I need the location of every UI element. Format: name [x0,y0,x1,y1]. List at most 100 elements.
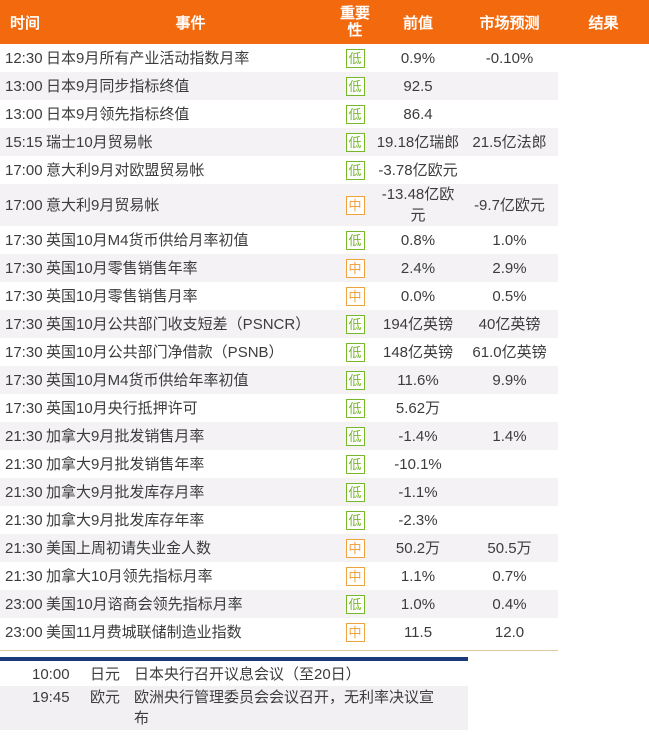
importance-badge: 低 [345,76,365,96]
table-row: 21:30 加拿大9月批发销售年率 低 -10.1% [0,450,649,478]
table-row-main: 17:00 意大利9月贸易帐 中 -13.48亿欧元 -9.7亿欧元 [0,184,558,226]
col-header-result: 结果 [588,14,619,32]
importance-badge: 低 [345,160,365,180]
previous-value: 0.8% [400,231,436,249]
table-row-main: 17:30 英国10月央行抵押许可 低 5.62万 [0,394,558,422]
table-row-main: 17:30 英国10月M4货币供给月率初值 低 0.8% 1.0% [0,226,558,254]
importance-cell: 低 [335,482,375,502]
tan-divider-line [0,650,558,651]
importance-cell: 低 [335,132,375,152]
importance-cell: 低 [335,454,375,474]
table-row-main: 23:00 美国11月费城联储制造业指数 中 11.5 12.0 [0,618,558,646]
forecast-value: 0.4% [492,595,527,613]
bank-event-row: 19:45 欧元 欧洲央行管理委员会会议召开，无利率决议宣布 [0,686,468,730]
forecast-value: 0.7% [492,567,527,585]
importance-cell: 低 [335,398,375,418]
event-name: 美国11月费城联储制造业指数 [46,623,242,641]
event-time: 13:00 [5,105,43,123]
table-row: 17:00 意大利9月对欧盟贸易帐 低 -3.78亿欧元 [0,156,649,184]
table-row: 17:00 意大利9月贸易帐 中 -13.48亿欧元 -9.7亿欧元 [0,184,649,226]
event-time: 17:30 [5,399,43,417]
event-name: 美国10月谘商会领先指标月率 [46,595,243,613]
previous-value: 19.18亿瑞郎 [376,133,460,151]
previous-value: -2.3% [398,511,438,529]
event-time: 21:30 [5,455,43,473]
importance-cell: 低 [335,426,375,446]
importance-badge: 低 [345,510,365,530]
result-value [558,422,649,450]
table-row-main: 13:00 日本9月领先指标终值 低 86.4 [0,100,558,128]
event-time: 13:00 [5,77,43,95]
table-row: 21:30 加拿大9月批发库存月率 低 -1.1% [0,478,649,506]
forecast-value: 12.0 [494,623,525,641]
event-name: 日本9月同步指标终值 [46,77,190,95]
importance-badge: 中 [345,286,365,306]
result-value [558,534,649,562]
forecast-value: 61.0亿英镑 [472,343,547,361]
bank-event-name: 欧洲央行管理委员会会议召开，无利率决议宣布 [134,689,435,727]
importance-badge: 低 [345,482,365,502]
previous-value: -3.78亿欧元 [378,161,458,179]
forecast-value: -9.7亿欧元 [474,196,545,214]
importance-cell: 中 [335,195,375,215]
previous-value: 1.0% [400,595,436,613]
event-time: 12:30 [5,49,43,67]
result-value [558,128,649,156]
forecast-value: 9.9% [492,371,527,389]
result-value [558,562,649,590]
table-row-main: 17:30 英国10月公共部门净借款（PSNB） 低 148亿英镑 61.0亿英… [0,338,558,366]
importance-cell: 低 [335,76,375,96]
event-name: 瑞士10月贸易帐 [46,133,153,151]
importance-badge: 低 [345,104,365,124]
previous-value: 194亿英镑 [382,315,454,333]
table-row: 21:30 美国上周初请失业金人数 中 50.2万 50.5万 [0,534,649,562]
table-row-main: 21:30 美国上周初请失业金人数 中 50.2万 50.5万 [0,534,558,562]
table-row-main: 12:30 日本9月所有产业活动指数月率 低 0.9% -0.10% [0,44,558,72]
previous-value: -13.48亿欧元 [381,186,455,224]
table-row: 13:00 日本9月领先指标终值 低 86.4 [0,100,649,128]
table-row-main: 21:30 加拿大9月批发销售月率 低 -1.4% 1.4% [0,422,558,450]
event-time: 17:30 [5,231,43,249]
previous-value: -1.1% [398,483,438,501]
bank-event-time: 10:00 [32,666,70,683]
event-name: 加拿大9月批发销售月率 [46,427,205,445]
previous-value: 86.4 [403,105,433,123]
event-name: 日本9月所有产业活动指数月率 [46,49,250,67]
event-name: 加拿大10月领先指标月率 [46,567,213,585]
importance-cell: 低 [335,594,375,614]
event-name: 加拿大9月批发销售年率 [46,455,205,473]
table-row-main: 17:30 英国10月公共部门收支短差（PSNCR） 低 194亿英镑 40亿英… [0,310,558,338]
result-value [558,310,649,338]
event-time: 17:30 [5,371,43,389]
event-name: 意大利9月对欧盟贸易帐 [46,161,205,179]
previous-value: 5.62万 [395,399,441,417]
event-time: 17:00 [5,161,43,179]
table-row-main: 21:30 加拿大9月批发销售年率 低 -10.1% [0,450,558,478]
bank-event-currency: 欧元 [90,689,121,706]
event-name: 英国10月央行抵押许可 [46,399,198,417]
table-row-main: 17:00 意大利9月对欧盟贸易帐 低 -3.78亿欧元 [0,156,558,184]
result-value [558,254,649,282]
result-value [558,338,649,366]
table-row: 17:30 英国10月M4货币供给年率初值 低 11.6% 9.9% [0,366,649,394]
previous-value: 1.1% [400,567,436,585]
col-header-time: 时间 [10,14,41,32]
table-row: 17:30 英国10月央行抵押许可 低 5.62万 [0,394,649,422]
table-row: 17:30 英国10月M4货币供给月率初值 低 0.8% 1.0% [0,226,649,254]
event-name: 英国10月M4货币供给月率初值 [46,231,249,249]
importance-badge: 低 [345,132,365,152]
result-value [558,100,649,128]
table-row: 13:00 日本9月同步指标终值 低 92.5 [0,72,649,100]
bank-event-name: 日本央行召开议息会议（至20日） [134,666,361,683]
importance-cell: 低 [335,342,375,362]
forecast-value: 50.5万 [487,539,532,557]
forecast-value: 0.5% [492,287,527,305]
table-body: 12:30 日本9月所有产业活动指数月率 低 0.9% -0.10% 13:00… [0,44,649,646]
previous-value: 50.2万 [395,539,441,557]
event-time: 21:30 [5,511,43,529]
importance-cell: 低 [335,314,375,334]
table-row-main: 21:30 加拿大9月批发库存月率 低 -1.1% [0,478,558,506]
importance-cell: 中 [335,538,375,558]
result-value [558,618,649,646]
